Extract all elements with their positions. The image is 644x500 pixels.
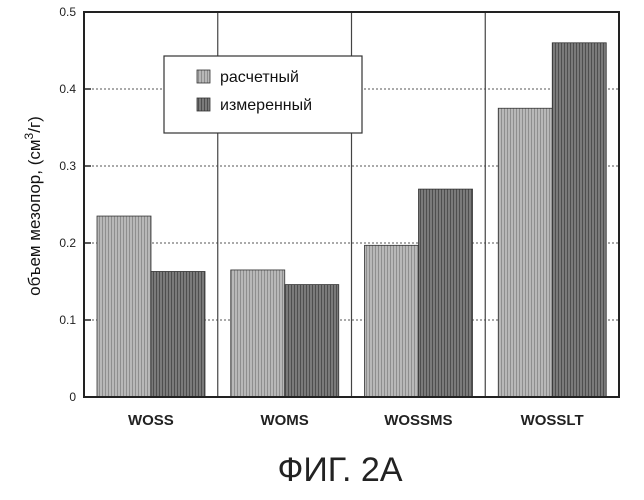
legend-label-calculated: расчетный	[220, 69, 299, 86]
y-tick-label: 0	[69, 390, 76, 404]
y-tick-label: 0.5	[59, 5, 76, 19]
legend: расчетный измеренный	[164, 56, 362, 133]
legend-label-measured: измеренный	[220, 97, 312, 114]
x-category-label: WOSS	[128, 412, 174, 429]
bar-wossms-measured	[419, 189, 473, 397]
y-axis-label: объем мезопор, (см3/г)	[22, 116, 44, 296]
y-tick-label: 0.2	[59, 236, 76, 250]
x-category-label: WOSSLT	[521, 412, 584, 429]
y-tick-label: 0.3	[59, 159, 76, 173]
y-axis-ticks: 0 0.1 0.2 0.3 0.4 0.5	[59, 5, 91, 404]
legend-box	[164, 56, 362, 133]
x-axis-category-labels: WOSS WOMS WOSSMS WOSSLT	[128, 412, 584, 429]
x-category-label: WOMS	[260, 412, 308, 429]
bar-woms-measured	[285, 285, 339, 397]
bar-woss-measured	[151, 271, 205, 397]
figure-caption: ФИГ. 2А	[277, 451, 402, 489]
bar-woms-calculated	[231, 270, 285, 397]
bar-woss-calculated	[97, 216, 151, 397]
legend-swatch-measured	[197, 98, 210, 111]
y-tick-label: 0.1	[59, 313, 76, 327]
bar-wossms-calculated	[365, 245, 419, 397]
bar-wosslt-measured	[552, 43, 606, 397]
bar-wosslt-calculated	[498, 108, 552, 397]
x-category-label: WOSSMS	[384, 412, 452, 429]
legend-swatch-calculated	[197, 70, 210, 83]
y-tick-label: 0.4	[59, 82, 76, 96]
